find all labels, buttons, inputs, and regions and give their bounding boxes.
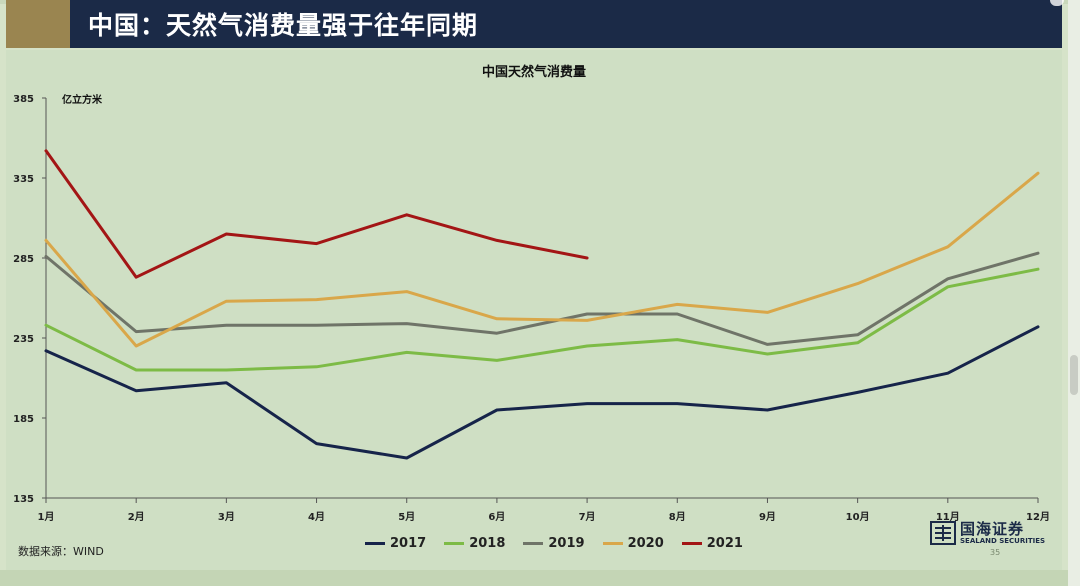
legend-item-2018: 2018 [444,536,505,551]
y-tick-label: 235 [13,334,34,345]
series-line-2020 [44,171,1040,348]
logo-mark-icon [930,521,956,545]
chart-legend: 2017 2018 2019 2020 2021 [365,536,761,551]
x-tick-label: 1月 [38,511,55,523]
header-accent-block [6,0,70,48]
y-tick-label: 385 [13,94,34,105]
x-tick-label: 8月 [669,511,686,523]
scrollbar[interactable] [1068,0,1080,586]
x-tick-label: 10月 [846,511,870,523]
logo-name-en: SEALAND SECURITIES [960,536,1046,545]
slide-header: 中国：天然气消费量强于往年同期 [6,0,1062,48]
legend-item-2019: 2019 [523,536,585,551]
line-chart: 中国天然气消费量 亿立方米 135 185 235 285 335 385 1月 2月 3月 4月… [13,64,1050,523]
page-number: 35 [990,548,1001,557]
legend-swatch [602,542,623,545]
series-line-2018 [44,267,1040,372]
y-tick-label: 335 [13,174,34,185]
x-tick-label: 6月 [488,511,505,523]
axes: 135 185 235 285 335 385 1月 2月 3月 4月 5月 6月 7月 8月 9月 10月 1… [13,94,1050,523]
x-tick-label: 12月 [1026,511,1050,523]
legend-item-2021: 2021 [681,536,743,551]
x-tick-label: 11月 [936,511,960,523]
data-source-note: 数据来源：WIND [18,545,104,558]
legend-label: 2019 [548,536,585,551]
logo-name-cn: 国海证券 [960,519,1025,538]
legend-swatch [523,542,544,545]
y-tick-label: 285 [13,254,34,265]
chart-panel [6,50,1062,570]
series-line-2021 [44,149,589,279]
series-line-2017 [44,325,1040,460]
x-tick-label: 5月 [398,511,415,523]
y-axis-label: 亿立方米 [62,93,103,106]
series-layer [44,149,1040,460]
x-tick-label: 2月 [128,511,145,523]
x-tick-label: 3月 [218,511,235,523]
legend-label: 2021 [706,536,743,551]
company-logo: 国海证券 SEALAND SECURITIES [930,520,1045,546]
slide-title: 中国：天然气消费量强于往年同期 [88,11,479,40]
y-tick-label: 185 [13,414,34,425]
scrollbar-thumb[interactable] [1070,355,1078,395]
chart-title: 中国天然气消费量 [482,64,586,80]
legend-item-2020: 2020 [602,536,664,551]
legend-swatch [444,542,465,545]
legend-label: 2017 [390,536,427,551]
legend-swatch [681,542,702,545]
legend-label: 2020 [627,536,664,551]
x-tick-label: 7月 [579,511,596,523]
series-line-2019 [44,251,1040,346]
corner-decoration [1050,0,1064,6]
y-tick-label: 135 [13,494,34,505]
legend-label: 2018 [469,536,506,551]
x-tick-label: 9月 [759,511,776,523]
x-tick-label: 4月 [308,511,325,523]
legend-item-2017: 2017 [365,536,426,551]
bottom-band [0,570,1080,586]
legend-swatch [365,542,385,545]
